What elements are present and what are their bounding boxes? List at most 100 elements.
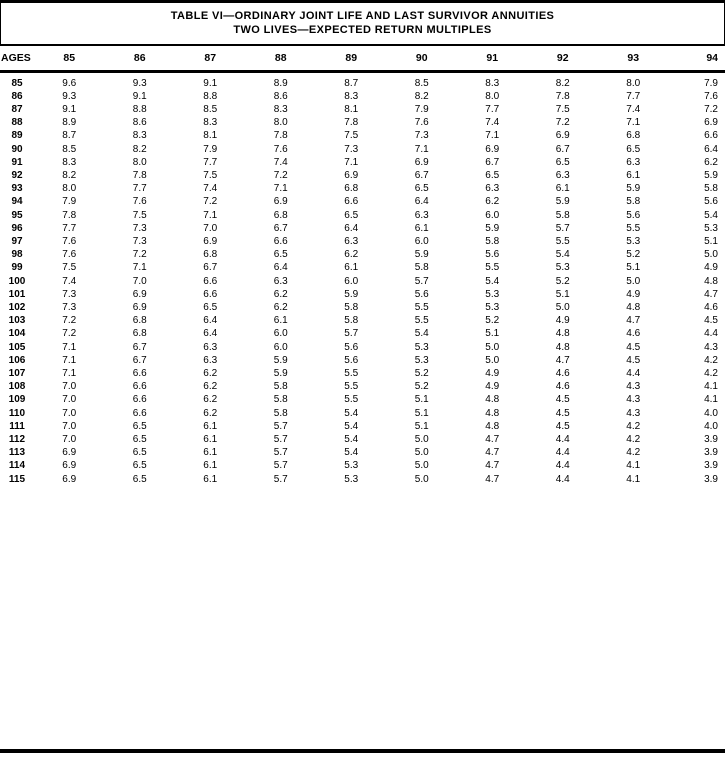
multiple-value-cell: 4.5 [626, 354, 641, 366]
multiple-value-cell: 4.2 [626, 420, 641, 432]
multiple-value-cell: 8.2 [62, 169, 77, 181]
multiple-value-cell: 8.5 [414, 77, 429, 89]
table-row: 101 7.3 6.9 6.6 6.2 5.9 5.6 5.3 5.1 4.9 4.7 [0, 288, 725, 301]
multiple-value-cell: 4.7 [485, 433, 500, 445]
multiple-value-cell: 6.0 [344, 275, 359, 287]
multiple-value-cell: 6.0 [273, 328, 288, 340]
multiple-value-cell: 7.3 [62, 288, 77, 300]
multiple-value-cell: 6.7 [203, 262, 218, 274]
multiple-value-cell: 5.0 [414, 460, 429, 472]
multiple-value-cell: 7.6 [704, 90, 718, 102]
multiple-value-cell: 6.9 [414, 156, 429, 168]
multiple-value-cell: 6.2 [203, 407, 218, 419]
multiple-value-cell: 5.6 [704, 196, 718, 208]
multiple-value-cell: 6.6 [344, 196, 359, 208]
multiple-value-cell: 7.5 [132, 209, 147, 221]
multiple-value-cell: 7.5 [62, 262, 77, 274]
multiple-value-cell: 3.9 [704, 473, 718, 485]
multiple-value-cell: 6.5 [555, 156, 570, 168]
multiple-value-cell: 7.0 [132, 275, 147, 287]
multiple-value-cell: 5.5 [414, 315, 429, 327]
multiple-value-cell: 5.4 [344, 407, 359, 419]
col-header-age-89: 89 [316, 44, 387, 73]
multiple-value-cell: 6.9 [704, 117, 718, 129]
col-header-age-87: 87 [175, 44, 246, 73]
multiple-value-cell: 6.0 [485, 209, 500, 221]
multiple-value-cell: 4.6 [704, 301, 718, 313]
multiple-value-cell: 5.0 [414, 447, 429, 459]
multiple-value-cell: 7.2 [273, 169, 288, 181]
multiple-value-cell: 4.4 [555, 460, 570, 472]
multiple-value-cell: 5.3 [626, 235, 641, 247]
multiple-value-cell: 7.4 [273, 156, 288, 168]
age-cell: 112 [8, 433, 26, 445]
multiple-value-cell: 5.9 [485, 222, 500, 234]
multiple-value-cell: 4.7 [485, 447, 500, 459]
multiple-value-cell: 4.1 [704, 394, 718, 406]
multiple-value-cell: 5.8 [555, 209, 570, 221]
multiple-value-cell: 5.7 [414, 275, 429, 287]
col-header-ages: AGES [0, 44, 34, 73]
multiple-value-cell: 5.5 [626, 222, 641, 234]
multiple-value-cell: 5.0 [626, 275, 641, 287]
multiple-value-cell: 7.2 [132, 249, 147, 261]
multiple-value-cell: 5.9 [555, 196, 570, 208]
multiple-value-cell: 4.1 [704, 381, 718, 393]
table-row: 91 8.3 8.0 7.7 7.4 7.1 6.9 6.7 6.5 6.3 6.2 [0, 156, 725, 169]
multiple-value-cell: 6.7 [485, 156, 500, 168]
age-cell: 101 [8, 288, 26, 300]
multiple-value-cell: 5.7 [273, 433, 288, 445]
table-row: 115 6.9 6.5 6.1 5.7 5.3 5.0 4.7 4.4 4.1 3.9 [0, 473, 725, 486]
multiple-value-cell: 8.3 [203, 117, 218, 129]
multiple-value-cell: 7.0 [62, 381, 77, 393]
multiple-value-cell: 8.0 [273, 117, 288, 129]
multiple-value-cell: 9.3 [62, 90, 77, 102]
multiple-value-cell: 4.5 [555, 420, 570, 432]
multiple-value-cell: 4.0 [704, 407, 718, 419]
table-row: 96 7.7 7.3 7.0 6.7 6.4 6.1 5.9 5.7 5.5 5.3 [0, 222, 725, 235]
multiple-value-cell: 6.8 [132, 328, 147, 340]
multiple-value-cell: 4.3 [626, 407, 641, 419]
multiple-value-cell: 5.2 [555, 275, 570, 287]
multiple-value-cell: 6.1 [344, 262, 359, 274]
table-row: 100 7.4 7.0 6.6 6.3 6.0 5.7 5.4 5.2 5.0 4.8 [0, 275, 725, 288]
multiple-value-cell: 5.0 [555, 301, 570, 313]
multiple-value-cell: 5.7 [273, 447, 288, 459]
multiple-value-cell: 4.4 [555, 473, 570, 485]
age-cell: 93 [11, 183, 23, 195]
multiple-value-cell: 6.1 [203, 460, 218, 472]
multiple-value-cell: 5.5 [344, 394, 359, 406]
multiple-value-cell: 6.6 [203, 275, 218, 287]
multiple-value-cell: 6.6 [132, 367, 147, 379]
multiple-value-cell: 5.1 [555, 288, 570, 300]
multiple-value-cell: 5.0 [414, 473, 429, 485]
multiple-value-cell: 7.8 [344, 117, 359, 129]
age-cell: 98 [11, 249, 23, 261]
age-cell: 108 [8, 381, 26, 393]
multiple-value-cell: 6.7 [273, 222, 288, 234]
multiple-value-cell: 7.3 [62, 301, 77, 313]
multiple-value-cell: 8.1 [203, 130, 218, 142]
multiple-value-cell: 7.1 [62, 354, 77, 366]
multiple-value-cell: 4.6 [626, 328, 641, 340]
multiple-value-cell: 6.3 [203, 341, 218, 353]
table-row: 110 7.0 6.6 6.2 5.8 5.4 5.1 4.8 4.5 4.3 4.0 [0, 407, 725, 420]
age-cell: 92 [11, 169, 23, 181]
multiple-value-cell: 7.9 [704, 77, 718, 89]
age-cell: 114 [8, 460, 26, 472]
multiple-value-cell: 6.2 [344, 249, 359, 261]
multiple-value-cell: 7.5 [344, 130, 359, 142]
multiple-value-cell: 8.3 [62, 156, 77, 168]
multiple-value-cell: 7.1 [626, 117, 641, 129]
table-row: 109 7.0 6.6 6.2 5.8 5.5 5.1 4.8 4.5 4.3 4.1 [0, 393, 725, 406]
multiple-value-cell: 8.8 [203, 90, 218, 102]
multiple-value-cell: 6.4 [273, 262, 288, 274]
multiple-value-cell: 8.6 [273, 90, 288, 102]
multiple-value-cell: 8.3 [132, 130, 147, 142]
multiple-value-cell: 6.5 [132, 447, 147, 459]
multiple-value-cell: 4.8 [485, 420, 500, 432]
multiple-value-cell: 4.9 [704, 262, 718, 274]
multiple-value-cell: 7.5 [555, 103, 570, 115]
age-cell: 104 [8, 328, 26, 340]
table-title-box: TABLE VI—ORDINARY JOINT LIFE AND LAST SU… [0, 0, 725, 44]
